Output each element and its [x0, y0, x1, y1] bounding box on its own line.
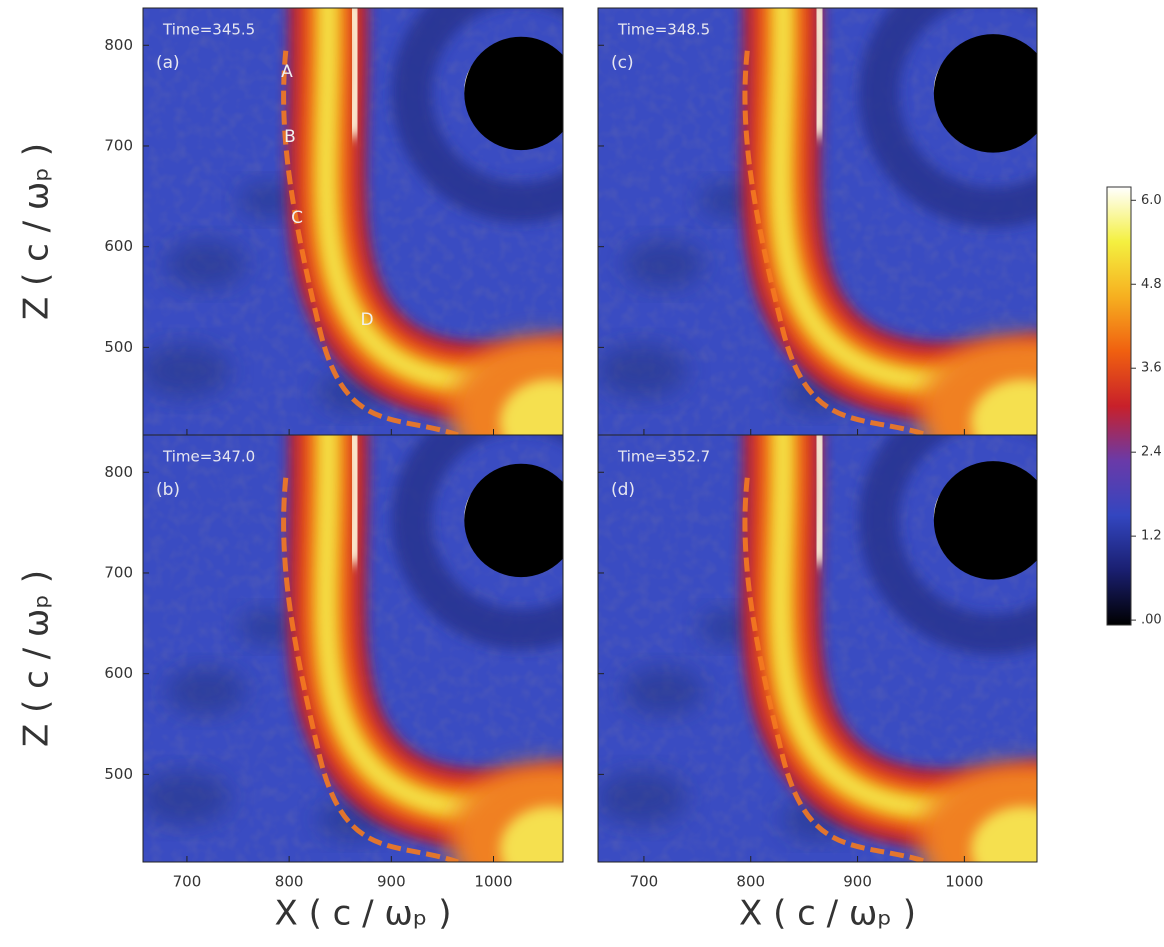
disk — [933, 461, 1037, 580]
filaments — [742, 477, 929, 862]
disk — [464, 463, 563, 578]
x-tick-label: 900 — [377, 873, 406, 891]
dark-patch — [143, 343, 230, 398]
annotation: C — [291, 208, 303, 228]
colorbar-tick-label: 2.4 — [1141, 445, 1162, 460]
dark-patch — [143, 770, 230, 825]
colorbar-tick-label: 4.8 — [1141, 277, 1162, 292]
colorbar-tick-label: .00 — [1141, 613, 1162, 628]
y-tick-label: 600 — [104, 664, 133, 682]
x-axis-label: X ( c / ωₚ ) — [739, 894, 916, 934]
heatmap — [598, 435, 1037, 862]
dark-patch — [239, 609, 299, 646]
filaments — [281, 50, 459, 435]
y-tick-label: 500 — [104, 338, 133, 356]
heatmap — [598, 8, 1037, 435]
x-tick-label: 1000 — [474, 873, 512, 891]
filaments — [281, 477, 459, 862]
y-tick-label: 600 — [104, 237, 133, 255]
ring — [858, 8, 1037, 228]
y-tick-label: 800 — [104, 463, 133, 481]
colorbar-tick-label: 1.2 — [1141, 529, 1162, 544]
dark-patch — [239, 182, 299, 219]
heatmap — [143, 435, 563, 862]
y-tick-label: 700 — [104, 563, 133, 581]
panel-label: (a) — [156, 53, 180, 73]
panel-title: Time=347.0 — [162, 448, 255, 466]
dark-patch — [623, 240, 704, 289]
hot-core — [971, 806, 1037, 862]
hot-core — [971, 379, 1037, 435]
x-tick-label: 700 — [630, 873, 659, 891]
y-tick-label: 800 — [104, 36, 133, 54]
panel-title: Time=352.7 — [617, 448, 710, 466]
x-tick-label: 1000 — [945, 873, 983, 891]
ring — [391, 8, 563, 223]
disk — [464, 36, 563, 151]
panel-title: Time=348.5 — [617, 21, 710, 39]
hot-core — [500, 806, 563, 862]
annotation: A — [281, 62, 293, 82]
x-axis-label: X ( c / ωₚ ) — [274, 894, 451, 934]
annotation: B — [284, 127, 296, 147]
panel-label: (c) — [611, 53, 634, 73]
y-tick-label: 700 — [104, 136, 133, 154]
panel-label: (b) — [156, 480, 180, 500]
panel-label: (d) — [611, 480, 635, 500]
colorbar-tick-label: 6.0 — [1141, 193, 1162, 208]
x-tick-label: 800 — [736, 873, 765, 891]
hot-core — [500, 379, 563, 435]
heatmap — [143, 8, 563, 435]
disk — [933, 34, 1037, 153]
dark-patch — [598, 770, 687, 825]
y-tick-label: 500 — [104, 765, 133, 783]
y-axis-label: Z ( c / ωₚ ) — [17, 570, 57, 747]
band-core — [344, 435, 366, 564]
dark-patch — [623, 667, 704, 716]
filaments — [742, 50, 929, 435]
x-tick-label: 800 — [275, 873, 304, 891]
frame — [142, 434, 564, 863]
panel-title: Time=345.5 — [162, 21, 255, 39]
annotation: D — [360, 310, 373, 330]
band-core — [344, 8, 366, 137]
dark-patch — [166, 667, 246, 716]
colorbar — [1106, 186, 1132, 626]
dark-patch — [166, 240, 246, 289]
colorbar-tick-label: 3.6 — [1141, 361, 1162, 376]
ring — [391, 435, 563, 650]
y-axis-label: Z ( c / ωₚ ) — [17, 143, 57, 320]
frame — [597, 434, 1038, 863]
x-tick-label: 700 — [173, 873, 202, 891]
ring — [858, 435, 1037, 655]
band-core — [808, 435, 831, 564]
dark-patch — [598, 343, 687, 398]
x-tick-label: 900 — [843, 873, 872, 891]
band-core — [808, 8, 831, 137]
